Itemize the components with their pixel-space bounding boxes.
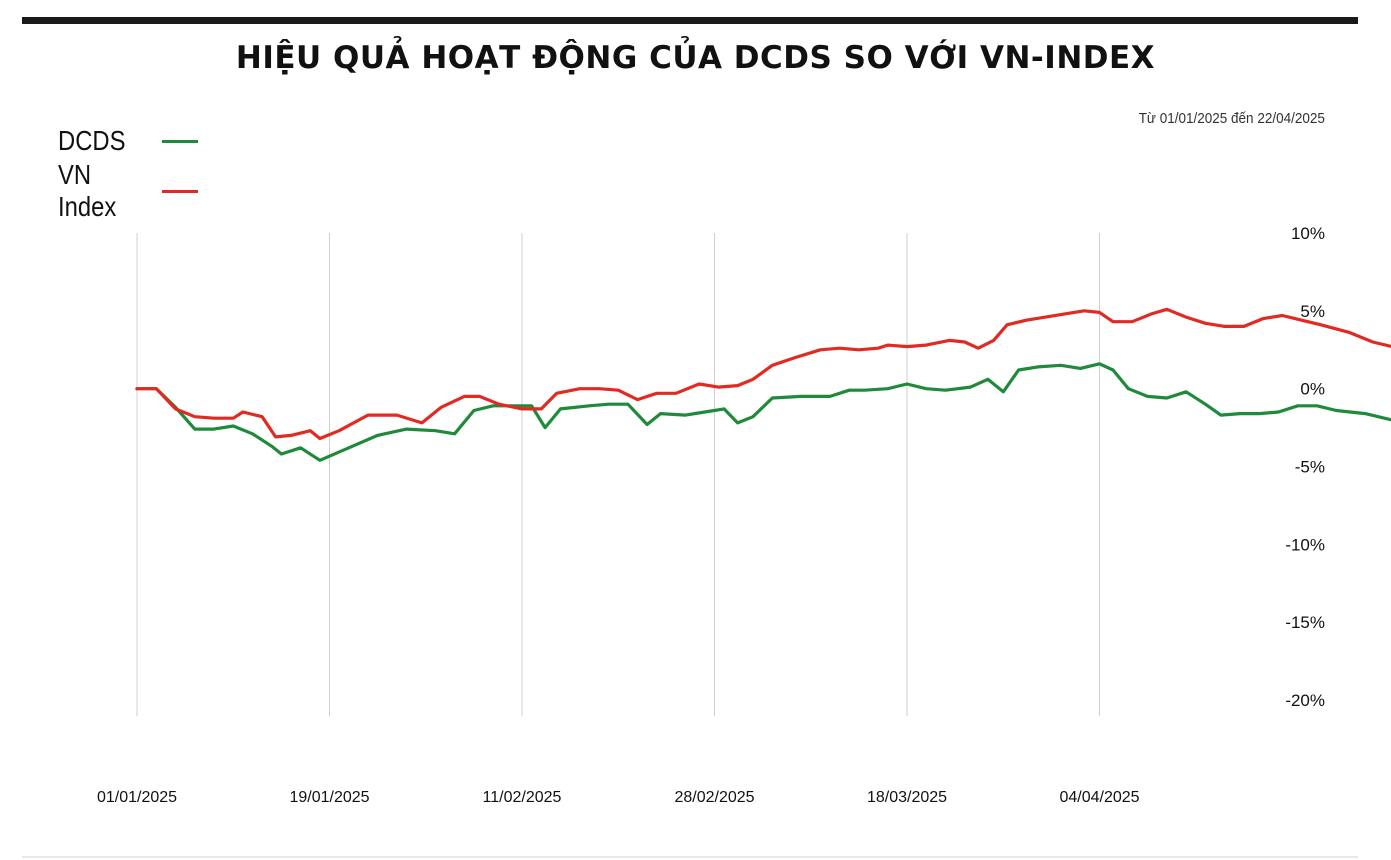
y-axis-ticks: 10% 5% 0% -5% -10% -15% -20% [1285, 224, 1325, 710]
y-tick-label: 10% [1291, 224, 1325, 243]
grid [136, 233, 1100, 716]
top-rule [22, 17, 1358, 24]
legend-swatch-vnindex [162, 189, 198, 193]
x-tick-label: 18/03/2025 [867, 789, 947, 806]
bottom-rule [22, 856, 1358, 858]
date-range-note: Từ 01/01/2025 đến 22/04/2025 [1138, 110, 1325, 127]
x-tick-label: 04/04/2025 [1059, 789, 1139, 806]
y-tick-label: -5% [1295, 458, 1325, 477]
series-line-dcds [135, 362, 1391, 462]
legend-label-dcds: DCDS [58, 125, 126, 156]
series-line-vnindex [135, 307, 1391, 441]
y-tick-label: -15% [1285, 613, 1325, 632]
y-tick-label: 0% [1300, 380, 1325, 399]
x-tick-label: 28/02/2025 [674, 789, 754, 806]
legend-item-dcds: DCDS [58, 116, 198, 166]
legend-label-vnindex: VN Index [58, 159, 117, 222]
y-tick-label: -10% [1285, 535, 1325, 554]
legend: DCDS VN Index [58, 116, 198, 222]
legend-swatch-dcds [162, 139, 198, 143]
series-layer [135, 307, 1391, 462]
chart-title: HIỆU QUẢ HOẠT ĐỘNG CỦA DCDS SO VỚI VN-IN… [235, 40, 1156, 76]
x-tick-label: 19/01/2025 [289, 789, 369, 806]
y-tick-label: 5% [1300, 302, 1325, 321]
x-tick-label: 01/01/2025 [97, 789, 177, 806]
x-tick-label: 11/02/2025 [483, 789, 562, 806]
legend-item-vnindex: VN Index [58, 159, 198, 222]
y-tick-label: -20% [1285, 691, 1325, 710]
x-axis-ticks: 01/01/2025 19/01/2025 11/02/2025 28/02/2025… [97, 789, 1140, 806]
